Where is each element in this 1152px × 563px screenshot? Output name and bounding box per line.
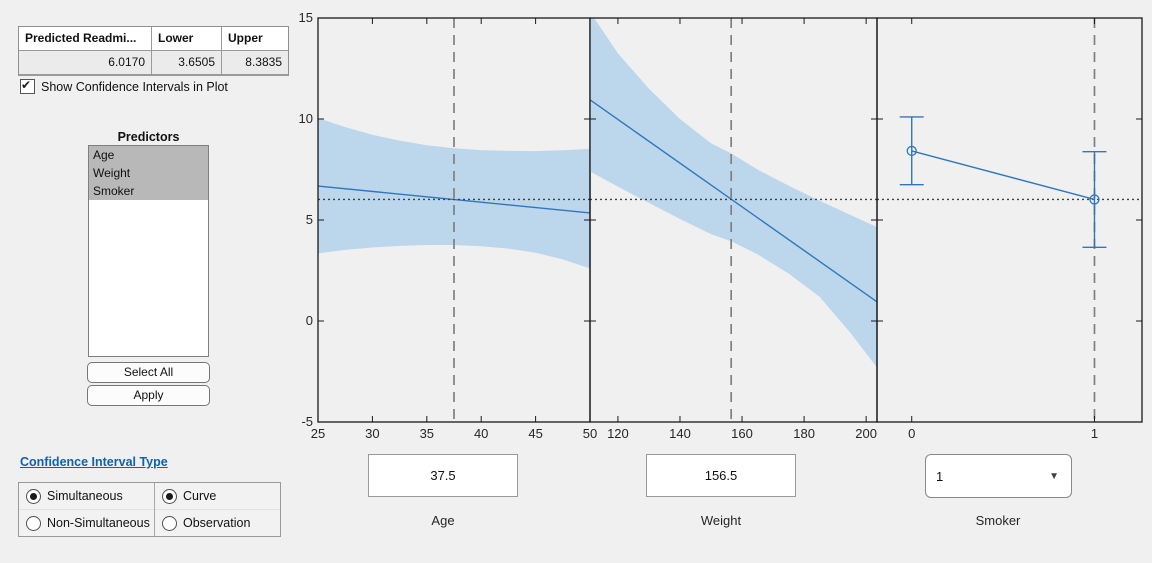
x-tick-label: 40 [474, 426, 488, 441]
radio-icon[interactable] [162, 488, 177, 504]
weight-field-label: Weight [700, 513, 742, 528]
ci-type-panel: Simultaneous Non-Simultaneous Curve Obse… [18, 482, 281, 537]
ci-kind-group: Curve Observation [155, 483, 280, 536]
y-tick-label: -5 [301, 414, 313, 429]
y-tick-label: 15 [299, 10, 313, 25]
x-tick-label: 25 [311, 426, 325, 441]
x-tick-label: 160 [731, 426, 753, 441]
radio-non-simultaneous[interactable]: Non-Simultaneous [19, 510, 154, 536]
x-tick-label: 50 [583, 426, 597, 441]
apply-button[interactable]: Apply [87, 385, 210, 406]
radio-icon[interactable] [162, 515, 177, 531]
checkbox-label: Show Confidence Intervals in Plot [41, 79, 228, 94]
table-value-row: 6.0170 3.6505 8.3835 [19, 50, 288, 74]
x-tick-label: 120 [607, 426, 629, 441]
panel-weight [590, 18, 877, 422]
dropdown-value: 1 [936, 468, 944, 484]
x-tick-label: 30 [365, 426, 379, 441]
show-ci-checkbox[interactable]: Show Confidence Intervals in Plot [20, 78, 228, 94]
radio-label: Observation [183, 516, 251, 530]
x-tick-label: 200 [855, 426, 877, 441]
y-tick-label: 5 [306, 212, 313, 227]
x-tick-label: 140 [669, 426, 691, 441]
simultaneity-group: Simultaneous Non-Simultaneous [19, 483, 155, 536]
chevron-down-icon: ▼ [1049, 470, 1059, 482]
age-field-label: Age [431, 513, 455, 528]
upper-bound-cell: 8.3835 [221, 51, 288, 74]
col-header-upper: Upper [221, 27, 288, 50]
prediction-results-table: Predicted Readmi... Lower Upper 6.0170 3… [18, 26, 289, 76]
smoker-field-label: Smoker [975, 513, 1021, 528]
radio-label: Curve [183, 489, 217, 503]
radio-label: Non-Simultaneous [47, 516, 150, 530]
predictor-item-weight[interactable]: Weight [89, 164, 208, 182]
x-tick-label: 45 [528, 426, 542, 441]
fit-line [911, 150, 1095, 201]
data-point-marker [906, 145, 917, 157]
radio-curve[interactable]: Curve [155, 483, 280, 510]
x-tick-label: 35 [420, 426, 434, 441]
predicted-value-cell: 6.0170 [108, 55, 145, 69]
y-tick-label: 0 [306, 313, 313, 328]
radio-simultaneous[interactable]: Simultaneous [19, 483, 154, 510]
radio-label: Simultaneous [47, 489, 123, 503]
weight-value-input[interactable] [646, 454, 796, 497]
col-header-predicted: Predicted Readmi... [25, 31, 137, 45]
age-value-input[interactable] [368, 454, 518, 497]
radio-observation[interactable]: Observation [155, 510, 280, 536]
predictor-item-smoker[interactable]: Smoker [89, 182, 208, 200]
predictors-title: Predictors [117, 130, 180, 144]
panel-age [318, 18, 590, 422]
x-tick-label: 0 [908, 426, 915, 441]
confidence-band [590, 18, 877, 368]
smoker-value-dropdown[interactable]: 1 ▼ [925, 454, 1072, 498]
radio-icon[interactable] [26, 488, 41, 504]
col-header-lower: Lower [151, 27, 221, 50]
axes-frame [876, 17, 1143, 423]
select-all-button[interactable]: Select All [87, 362, 210, 383]
x-tick-label: 1 [1091, 426, 1098, 441]
predictors-listbox[interactable]: Age Weight Smoker [88, 145, 209, 357]
data-point-marker [1089, 194, 1100, 205]
y-tick-label: 10 [299, 111, 313, 126]
predictor-item-age[interactable]: Age [89, 146, 208, 164]
fit-line [590, 99, 877, 303]
confidence-interval-type-link[interactable]: Confidence Interval Type [20, 455, 168, 469]
x-tick-label: 180 [793, 426, 815, 441]
table-header-row: Predicted Readmi... Lower Upper [19, 27, 288, 50]
panel-smoker [877, 18, 1142, 422]
checkbox-icon[interactable] [20, 78, 35, 94]
radio-icon[interactable] [26, 515, 41, 531]
lower-bound-cell: 3.6505 [151, 51, 221, 74]
